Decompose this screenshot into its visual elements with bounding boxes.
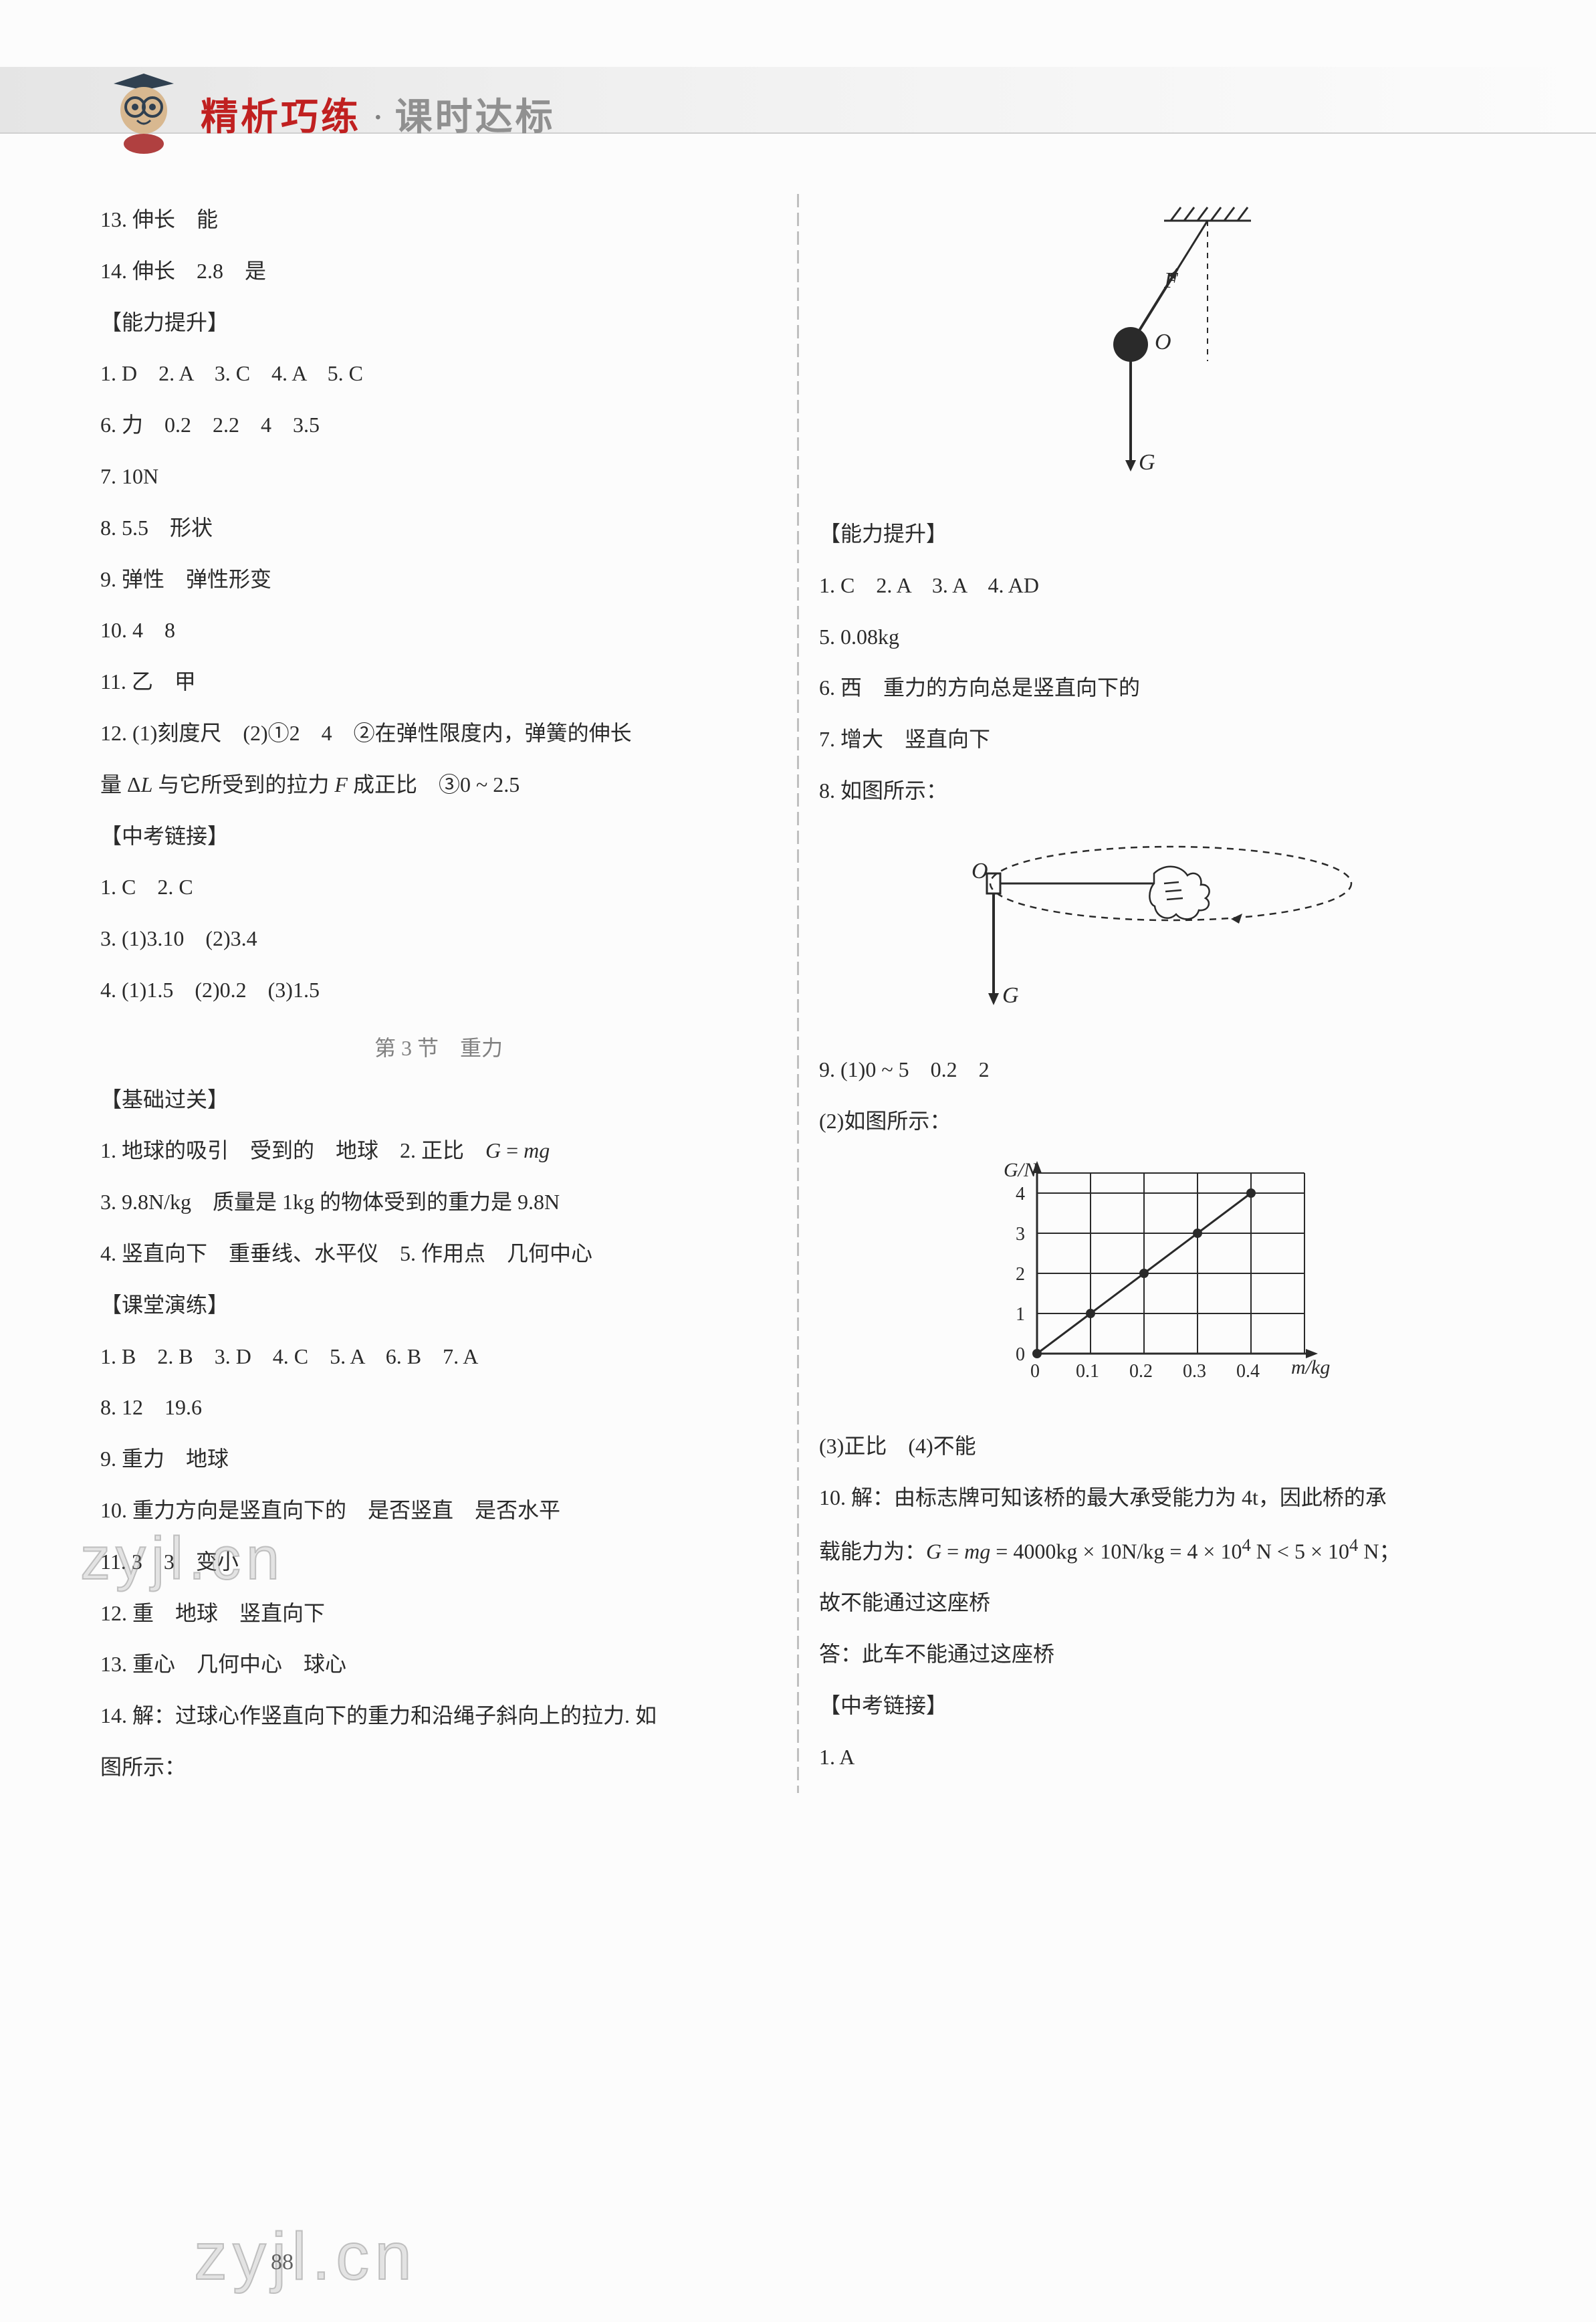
- svg-text:0.4: 0.4: [1236, 1361, 1260, 1382]
- content-columns: 13. 伸长 能 14. 伸长 2.8 是 【能力提升】 1. D 2. A 3…: [100, 194, 1496, 1793]
- watermark: zyjl.cn: [194, 2218, 417, 2295]
- page-number: 88: [271, 2250, 294, 2275]
- svg-text:0: 0: [1016, 1344, 1025, 1365]
- title-dot: ·: [372, 96, 384, 139]
- answer-line: 答：此车不能通过这座桥: [819, 1628, 1496, 1680]
- section-title: 第 3 节 重力: [100, 1023, 777, 1074]
- answer-line: 9. 弹性 弹性形变: [100, 554, 777, 605]
- x-axis-label: m/kg: [1291, 1356, 1330, 1378]
- answer-line: 11. 3 3 变小: [100, 1536, 777, 1588]
- answer-line: 7. 增大 竖直向下: [819, 714, 1496, 765]
- answer-line: 3. (1)3.10 (2)3.4: [100, 913, 777, 964]
- answer-line: 1. C 2. C: [100, 861, 777, 913]
- answer-line: 9. 重力 地球: [100, 1433, 777, 1485]
- label-O: O: [1155, 330, 1171, 354]
- answer-line: 14. 伸长 2.8 是: [100, 245, 777, 297]
- rotation-diagram: O G: [819, 823, 1496, 1024]
- answer-line: 13. 重心 几何中心 球心: [100, 1639, 777, 1690]
- title-sub: 课时达标: [395, 87, 556, 141]
- section-head: 【基础过关】: [100, 1074, 777, 1126]
- answer-line: 8. 如图所示：: [819, 765, 1496, 817]
- line-chart: G/N m/kg: [819, 1153, 1496, 1400]
- answer-line: 4. 竖直向下 重垂线、水平仪 5. 作用点 几何中心: [100, 1228, 777, 1279]
- svg-text:0.1: 0.1: [1076, 1361, 1099, 1382]
- answer-line: 7. 10N: [100, 451, 777, 502]
- answer-line: 12. 重 地球 竖直向下: [100, 1588, 777, 1639]
- answer-line: 载能力为：G = mg = 4000kg × 10N/kg = 4 × 104 …: [819, 1523, 1496, 1577]
- section-head: 【中考链接】: [100, 811, 777, 862]
- right-column: F O G 【能力提升】 1. C 2. A 3. A 4. AD 5. 0.0…: [819, 194, 1496, 1793]
- answer-line: 4. (1)1.5 (2)0.2 (3)1.5: [100, 964, 777, 1016]
- answer-line: 13. 伸长 能: [100, 194, 777, 245]
- title-main: 精析巧练: [201, 87, 361, 141]
- mascot-icon: [100, 67, 187, 154]
- label-O: O: [972, 859, 988, 883]
- answer-line: 图所示：: [100, 1742, 777, 1793]
- answer-line: 10. 解：由标志牌可知该桥的最大承受能力为 4t，因此桥的承: [819, 1472, 1496, 1523]
- label-G: G: [1139, 450, 1155, 475]
- answer-line: 1. D 2. A 3. C 4. A 5. C: [100, 348, 777, 399]
- svg-text:4: 4: [1016, 1184, 1025, 1204]
- section-head: 【中考链接】: [819, 1680, 1496, 1731]
- left-column: 13. 伸长 能 14. 伸长 2.8 是 【能力提升】 1. D 2. A 3…: [100, 194, 777, 1793]
- answer-line: (3)正比 (4)不能: [819, 1420, 1496, 1472]
- answer-line: 11. 乙 甲: [100, 656, 777, 708]
- answer-line: 1. B 2. B 3. D 4. C 5. A 6. B 7. A: [100, 1331, 777, 1382]
- answer-line: 1. A: [819, 1731, 1496, 1783]
- answer-line: 1. C 2. A 3. A 4. AD: [819, 560, 1496, 611]
- label-G: G: [1002, 983, 1019, 1008]
- answer-line: 12. (1)刻度尺 (2)①2 4 ②在弹性限度内，弹簧的伸长: [100, 708, 777, 759]
- column-divider: [797, 194, 799, 1793]
- answer-line: 14. 解：过球心作竖直向下的重力和沿绳子斜向上的拉力. 如: [100, 1690, 777, 1742]
- section-head: 【能力提升】: [819, 508, 1496, 560]
- footer-decoration: [0, 2255, 1596, 2322]
- answer-line: 1. 地球的吸引 受到的 地球 2. 正比 G = mg: [100, 1125, 777, 1176]
- svg-text:1: 1: [1016, 1304, 1025, 1325]
- section-head: 【课堂演练】: [100, 1279, 777, 1331]
- answer-line: 8. 12 19.6: [100, 1382, 777, 1433]
- page-header: 精析巧练 · 课时达标: [100, 67, 1496, 154]
- page: 精析巧练 · 课时达标 13. 伸长 能 14. 伸长 2.8 是 【能力提升】…: [0, 0, 1596, 2322]
- y-axis-label: G/N: [1004, 1159, 1038, 1181]
- answer-line: 10. 4 8: [100, 605, 777, 656]
- svg-text:0.3: 0.3: [1183, 1361, 1206, 1382]
- pendulum-diagram: F O G: [819, 201, 1496, 488]
- answer-line: 6. 西 重力的方向总是竖直向下的: [819, 662, 1496, 714]
- answer-line: 故不能通过这座桥: [819, 1577, 1496, 1628]
- svg-text:3: 3: [1016, 1224, 1025, 1245]
- svg-text:0.2: 0.2: [1129, 1361, 1153, 1382]
- label-F: F: [1163, 268, 1179, 293]
- answer-line: 8. 5.5 形状: [100, 502, 777, 554]
- answer-line: (2)如图所示：: [819, 1095, 1496, 1147]
- section-head: 【能力提升】: [100, 297, 777, 348]
- answer-line: 5. 0.08kg: [819, 611, 1496, 663]
- header-title: 精析巧练 · 课时达标: [201, 80, 556, 141]
- answer-line: 6. 力 0.2 2.2 4 3.5: [100, 399, 777, 451]
- answer-line: 9. (1)0 ~ 5 0.2 2: [819, 1044, 1496, 1095]
- answer-line: 10. 重力方向是竖直向下的 是否竖直 是否水平: [100, 1485, 777, 1536]
- svg-text:0: 0: [1030, 1361, 1040, 1382]
- answer-line: 量 ΔL 与它所受到的拉力 F 成正比 ③0 ~ 2.5: [100, 759, 777, 811]
- svg-text:2: 2: [1016, 1264, 1025, 1285]
- answer-line: 3. 9.8N/kg 质量是 1kg 的物体受到的重力是 9.8N: [100, 1176, 777, 1228]
